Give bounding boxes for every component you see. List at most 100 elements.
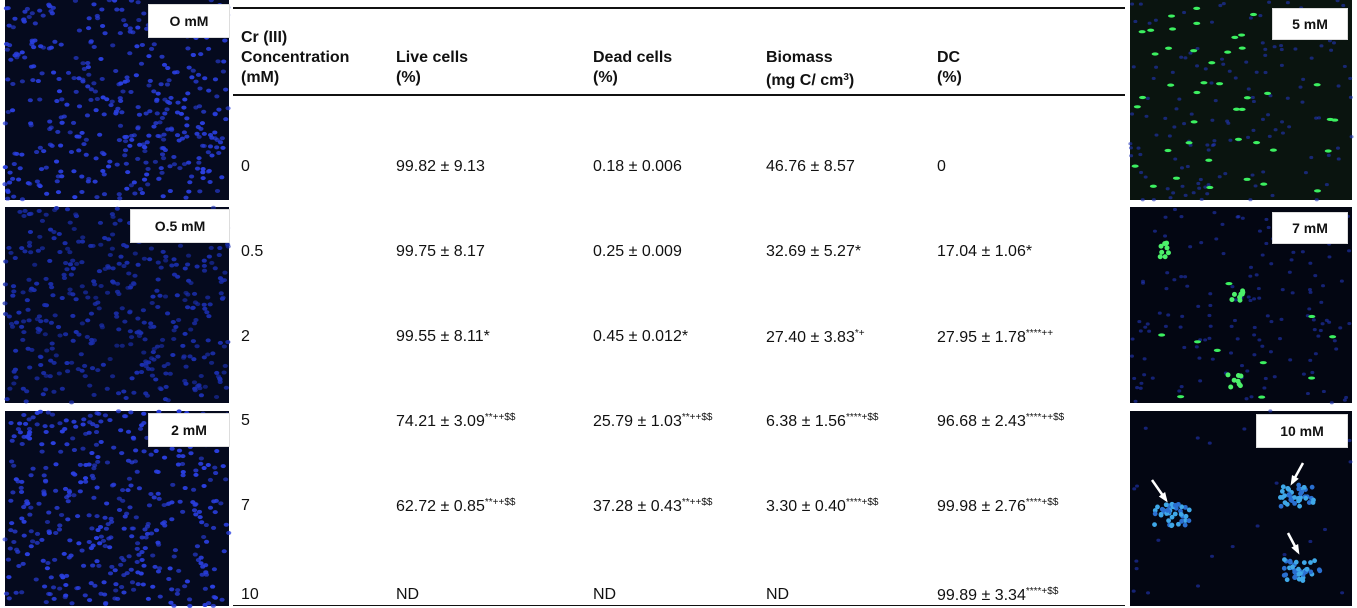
- nucleus: [57, 89, 62, 93]
- nucleus: [1130, 112, 1134, 115]
- nucleus: [124, 162, 129, 166]
- nucleus: [1210, 119, 1214, 122]
- nucleus: [77, 104, 82, 108]
- nucleus: [135, 547, 140, 551]
- nucleus: [42, 473, 47, 477]
- nucleus: [3, 121, 8, 125]
- nucleus: [212, 595, 217, 599]
- nucleus: [1254, 184, 1258, 187]
- nucleus: [182, 162, 187, 166]
- nucleus: [174, 263, 179, 267]
- nucleus: [199, 556, 204, 560]
- cell-cluster: [1282, 557, 1287, 562]
- nucleus: [1308, 359, 1312, 362]
- nucleus: [224, 386, 229, 390]
- nucleus: [76, 541, 81, 545]
- cell-cluster: [1298, 491, 1303, 496]
- nucleus: [117, 508, 122, 512]
- nucleus: [154, 470, 159, 474]
- nucleus: [5, 190, 10, 194]
- nucleus: [5, 397, 10, 401]
- nucleus: [212, 567, 217, 571]
- nucleus: [24, 399, 29, 403]
- nucleus: [44, 192, 49, 196]
- nucleus: [165, 311, 170, 315]
- nucleus: [200, 121, 205, 125]
- nucleus: [99, 284, 104, 288]
- nucleus: [182, 97, 187, 101]
- nucleus: [59, 97, 64, 101]
- nucleus: [59, 174, 64, 178]
- nucleus: [53, 489, 58, 493]
- nucleus: [214, 94, 219, 98]
- header-line: Dead cells: [593, 48, 672, 68]
- nucleus: [1301, 250, 1305, 253]
- nucleus: [20, 197, 25, 201]
- nucleus: [65, 247, 70, 251]
- nucleus: [125, 286, 130, 290]
- nucleus: [40, 246, 45, 250]
- cell-cluster: [1294, 560, 1299, 565]
- nucleus: [108, 535, 113, 539]
- nucleus: [1267, 1, 1271, 4]
- nucleus: [39, 538, 44, 542]
- nucleus: [28, 98, 33, 102]
- dead-cell: [1165, 47, 1172, 50]
- dead-cluster: [1236, 379, 1241, 384]
- nucleus: [178, 500, 183, 504]
- nucleus: [179, 112, 184, 116]
- cell-cluster: [1169, 523, 1174, 528]
- nucleus: [44, 600, 49, 604]
- nucleus: [156, 570, 161, 574]
- nucleus: [159, 266, 164, 270]
- nucleus: [58, 144, 63, 148]
- nucleus: [141, 412, 146, 416]
- nucleus: [1212, 143, 1216, 146]
- cell-text: ND: [766, 586, 789, 603]
- nucleus: [98, 221, 103, 225]
- dead-cell: [1200, 81, 1207, 84]
- nucleus: [215, 189, 220, 193]
- nucleus: [128, 342, 133, 346]
- nucleus: [1152, 198, 1156, 201]
- nucleus: [1244, 61, 1248, 64]
- nucleus: [10, 490, 15, 494]
- nucleus: [142, 149, 147, 153]
- cell-text: ND: [396, 586, 419, 603]
- nucleus: [1200, 198, 1204, 201]
- nucleus: [134, 371, 139, 375]
- nucleus: [64, 103, 69, 107]
- cell-cluster: [1292, 501, 1297, 506]
- nucleus: [12, 152, 17, 156]
- nucleus: [128, 329, 133, 333]
- nucleus: [59, 513, 64, 517]
- nucleus: [134, 44, 139, 48]
- nucleus: [193, 300, 198, 304]
- nucleus: [1184, 194, 1188, 197]
- nucleus: [107, 545, 112, 549]
- nucleus: [1199, 241, 1203, 244]
- nucleus: [89, 526, 94, 530]
- cell-cluster: [1282, 493, 1287, 498]
- nucleus: [91, 81, 96, 85]
- nucleus: [84, 138, 89, 142]
- nucleus: [1163, 117, 1167, 120]
- nucleus: [156, 492, 161, 496]
- nucleus: [1133, 20, 1137, 23]
- nucleus: [1212, 139, 1216, 142]
- nucleus: [44, 349, 49, 353]
- nucleus: [44, 213, 49, 217]
- nucleus: [144, 111, 149, 115]
- table-cell: 6.38 ± 1.56****+$$: [766, 412, 878, 431]
- nucleus: [89, 87, 94, 91]
- nucleus: [1212, 211, 1216, 214]
- nucleus: [209, 261, 214, 265]
- nucleus: [34, 150, 39, 154]
- nucleus: [1262, 386, 1266, 389]
- nucleus: [1279, 318, 1283, 321]
- nucleus: [99, 440, 104, 444]
- nucleus: [206, 338, 211, 342]
- nucleus: [1349, 96, 1353, 99]
- nucleus: [95, 460, 100, 464]
- header-line: Live cells: [396, 48, 468, 68]
